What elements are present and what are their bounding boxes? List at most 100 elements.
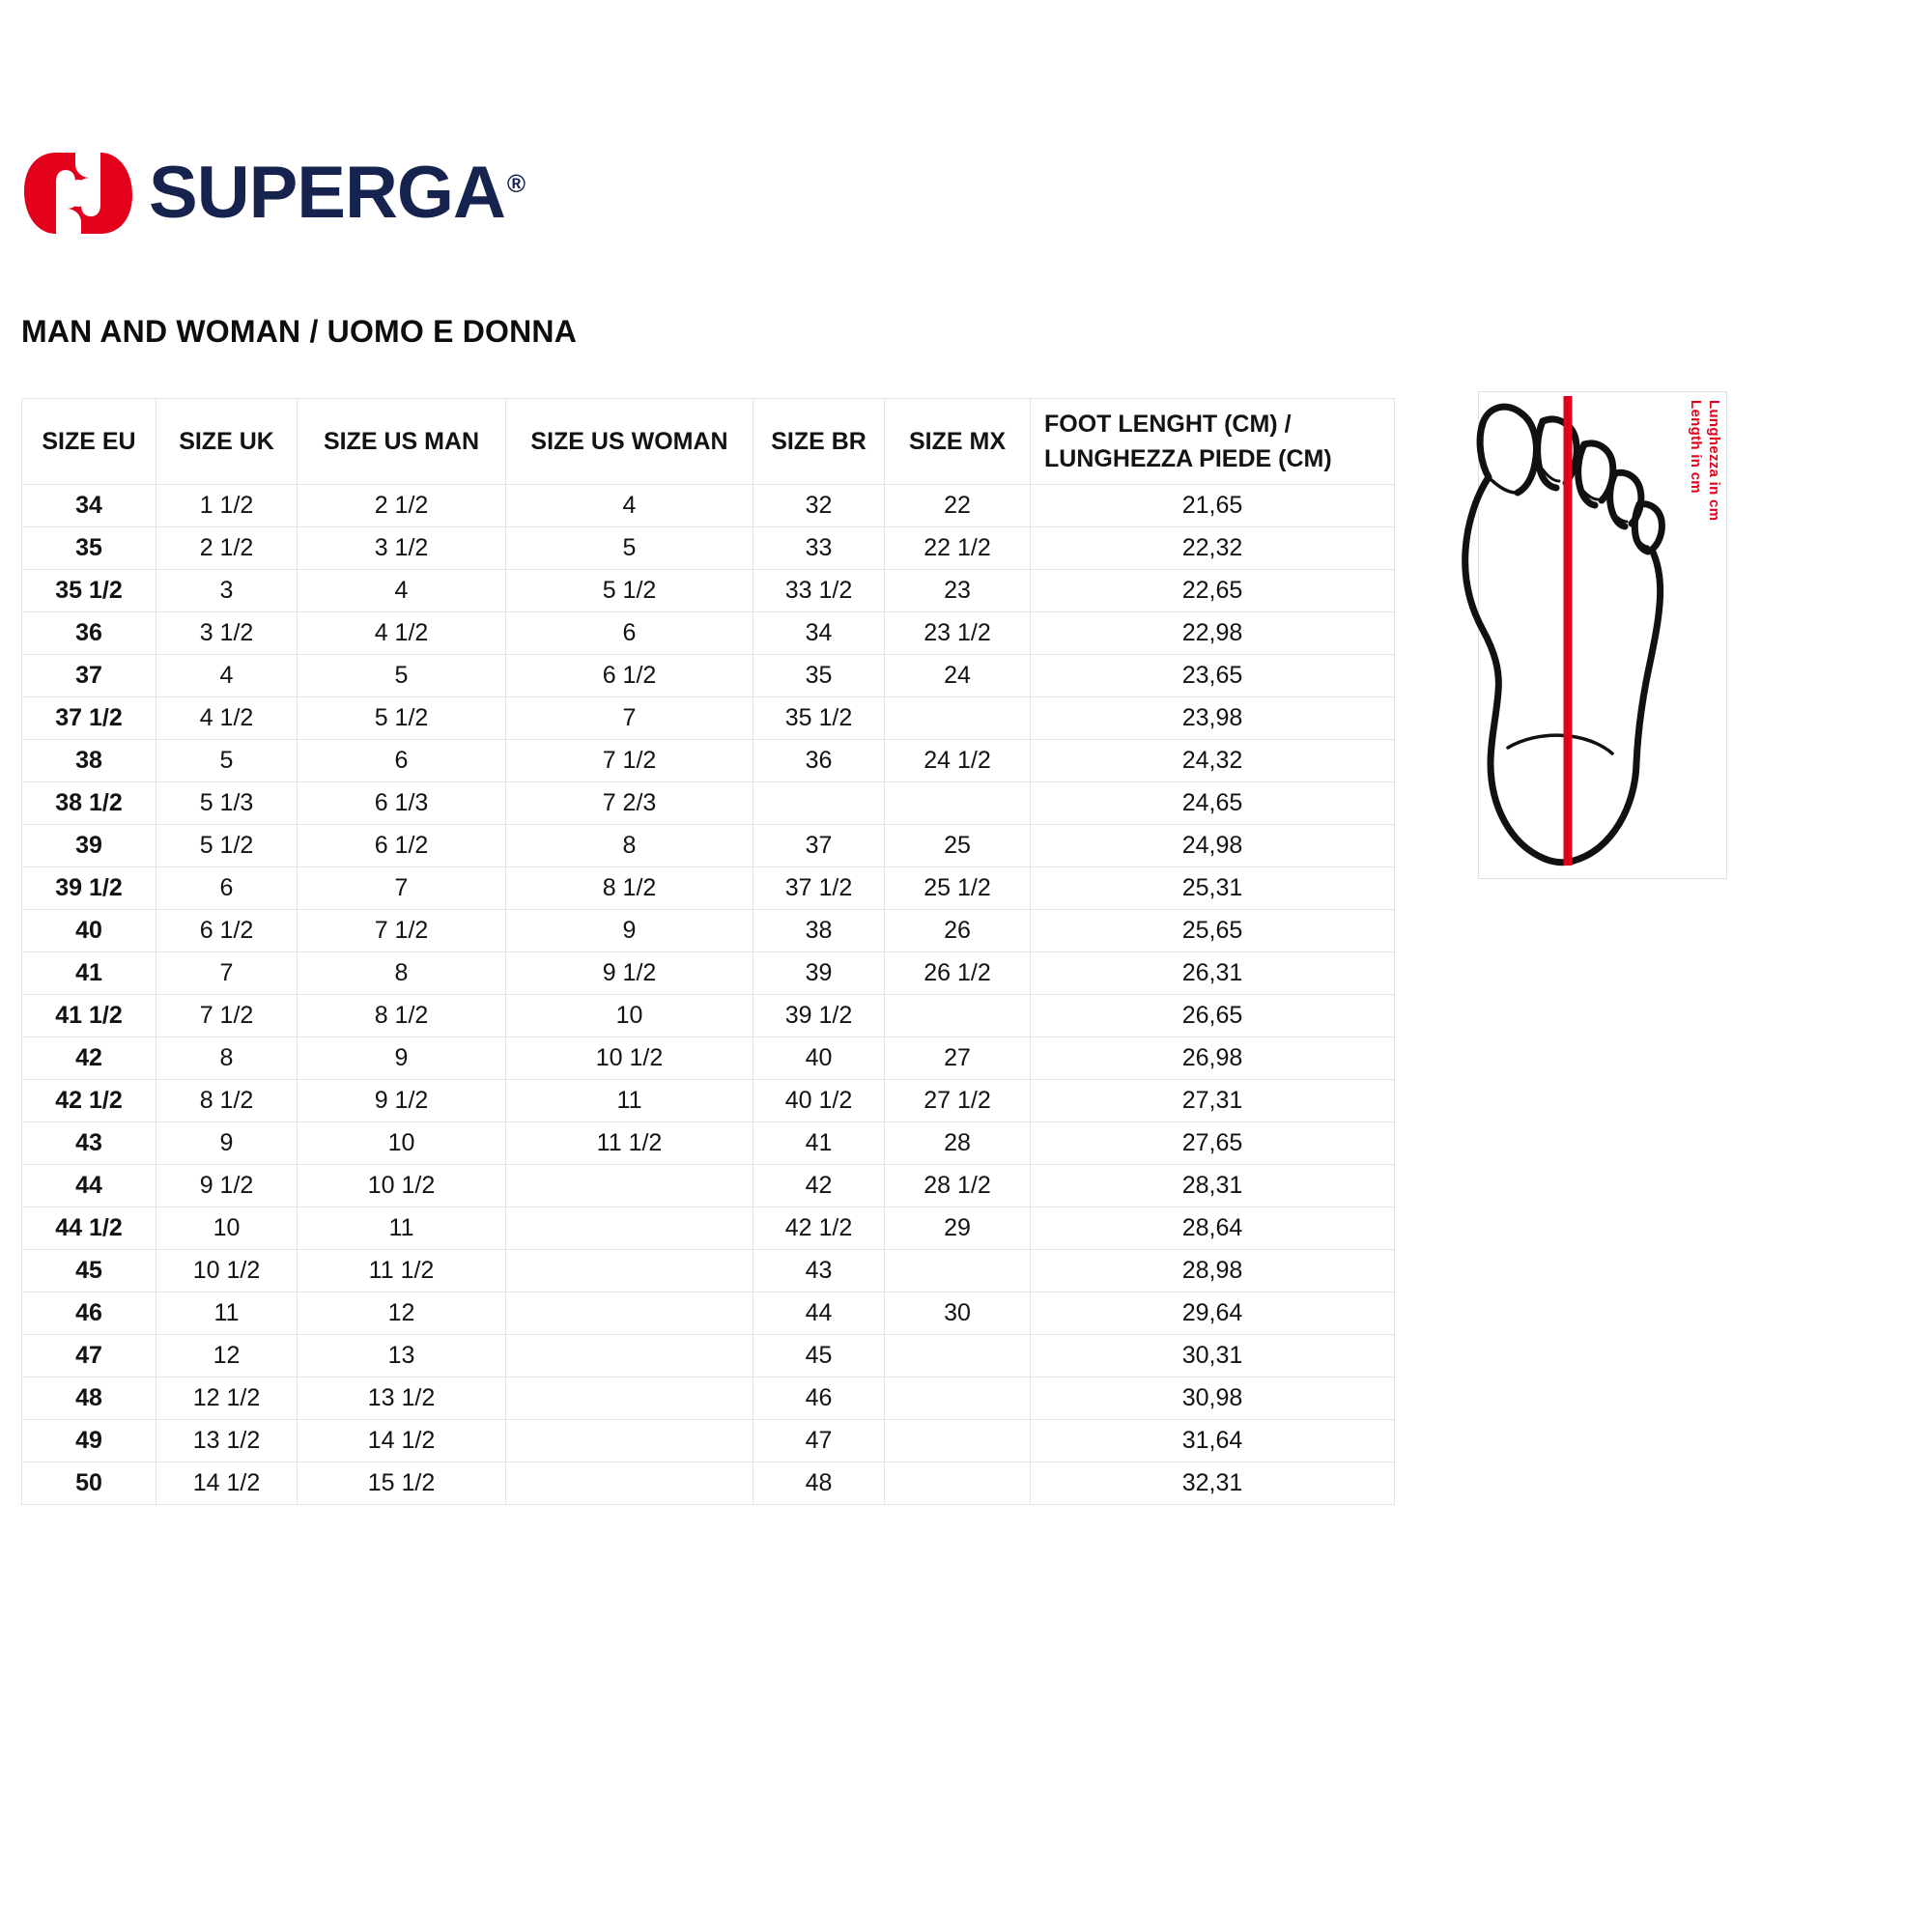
table-row: 41 1/2 7 1/2 8 1/2 10 39 1/2 26,65 (21, 994, 1395, 1037)
cell-size-mx: 27 1/2 (884, 1079, 1031, 1122)
cell-size-br: 33 (753, 526, 885, 570)
cell-size-br: 38 (753, 909, 885, 952)
cell-size-uk: 9 1/2 (156, 1164, 298, 1208)
cell-size-mx: 26 1/2 (884, 952, 1031, 995)
table-row: 50 14 1/2 15 1/2 48 32,31 (21, 1462, 1395, 1505)
brand-name-text: SUPERGA (149, 152, 506, 234)
table-row: 39 1/2 6 7 8 1/2 37 1/2 25 1/2 25,31 (21, 867, 1395, 910)
foot-length-header-line-2: LUNGHEZZA PIEDE (CM) (1044, 445, 1332, 472)
cell-size-uk: 12 1/2 (156, 1377, 298, 1420)
cell-size-us-woman (505, 1292, 753, 1335)
column-header-size-us-man: SIZE US MAN (297, 398, 506, 485)
cell-size-us-woman (505, 1334, 753, 1378)
table-header: SIZE EU SIZE UK SIZE US MAN SIZE US WOMA… (21, 398, 1395, 485)
column-header-size-eu: SIZE EU (21, 398, 156, 485)
cell-foot-length: 22,65 (1030, 569, 1395, 612)
cell-foot-length: 22,98 (1030, 611, 1395, 655)
cell-size-us-man: 6 (297, 739, 506, 782)
cell-size-br: 43 (753, 1249, 885, 1293)
cell-size-uk: 4 (156, 654, 298, 697)
cell-foot-length: 25,31 (1030, 867, 1395, 910)
cell-size-eu: 44 1/2 (21, 1207, 156, 1250)
table-row: 45 10 1/2 11 1/2 43 28,98 (21, 1249, 1395, 1293)
table-row: 38 5 6 7 1/2 36 24 1/2 24,32 (21, 739, 1395, 782)
cell-size-mx: 22 (884, 484, 1031, 527)
cell-size-us-man: 13 (297, 1334, 506, 1378)
cell-foot-length: 23,65 (1030, 654, 1395, 697)
cell-foot-length: 30,31 (1030, 1334, 1395, 1378)
legend-length-en: Length in cm (1688, 400, 1704, 494)
cell-size-uk: 10 (156, 1207, 298, 1250)
cell-foot-length: 26,31 (1030, 952, 1395, 995)
cell-size-us-man: 2 1/2 (297, 484, 506, 527)
cell-size-us-man: 5 (297, 654, 506, 697)
cell-size-mx: 30 (884, 1292, 1031, 1335)
cell-size-br: 48 (753, 1462, 885, 1505)
table-row: 44 9 1/2 10 1/2 42 28 1/2 28,31 (21, 1164, 1395, 1208)
cell-size-eu: 39 (21, 824, 156, 867)
table-row: 34 1 1/2 2 1/2 4 32 22 21,65 (21, 484, 1395, 527)
cell-size-uk: 6 1/2 (156, 909, 298, 952)
cell-size-eu: 49 (21, 1419, 156, 1463)
cell-size-us-woman: 10 1/2 (505, 1037, 753, 1080)
cell-size-br: 40 1/2 (753, 1079, 885, 1122)
cell-size-us-woman: 9 1/2 (505, 952, 753, 995)
cell-size-br: 42 (753, 1164, 885, 1208)
cell-size-uk: 10 1/2 (156, 1249, 298, 1293)
table-row: 46 11 12 44 30 29,64 (21, 1292, 1395, 1335)
cell-size-uk: 14 1/2 (156, 1462, 298, 1505)
cell-size-us-woman (505, 1249, 753, 1293)
cell-foot-length: 32,31 (1030, 1462, 1395, 1505)
cell-size-eu: 34 (21, 484, 156, 527)
cell-size-uk: 2 1/2 (156, 526, 298, 570)
cell-size-eu: 50 (21, 1462, 156, 1505)
cell-size-us-woman: 6 1/2 (505, 654, 753, 697)
table-row: 35 2 1/2 3 1/2 5 33 22 1/2 22,32 (21, 526, 1395, 570)
table-row: 49 13 1/2 14 1/2 47 31,64 (21, 1419, 1395, 1463)
cell-size-us-man: 7 (297, 867, 506, 910)
cell-foot-length: 28,64 (1030, 1207, 1395, 1250)
cell-size-mx: 28 1/2 (884, 1164, 1031, 1208)
cell-size-br (753, 781, 885, 825)
cell-size-us-woman: 11 (505, 1079, 753, 1122)
cell-size-eu: 45 (21, 1249, 156, 1293)
cell-foot-length: 22,32 (1030, 526, 1395, 570)
cell-size-us-woman (505, 1164, 753, 1208)
cell-size-us-woman: 7 1/2 (505, 739, 753, 782)
cell-size-uk: 3 1/2 (156, 611, 298, 655)
cell-foot-length: 27,65 (1030, 1122, 1395, 1165)
cell-foot-length: 21,65 (1030, 484, 1395, 527)
cell-size-br: 35 (753, 654, 885, 697)
cell-size-eu: 48 (21, 1377, 156, 1420)
cell-size-us-man: 11 (297, 1207, 506, 1250)
cell-size-eu: 47 (21, 1334, 156, 1378)
column-header-size-mx: SIZE MX (884, 398, 1031, 485)
cell-size-br: 32 (753, 484, 885, 527)
cell-size-mx: 25 (884, 824, 1031, 867)
cell-size-mx: 23 1/2 (884, 611, 1031, 655)
cell-size-eu: 36 (21, 611, 156, 655)
table-row: 48 12 1/2 13 1/2 46 30,98 (21, 1377, 1395, 1420)
table-row: 41 7 8 9 1/2 39 26 1/2 26,31 (21, 952, 1395, 995)
cell-size-br: 35 1/2 (753, 696, 885, 740)
cell-size-mx: 23 (884, 569, 1031, 612)
cell-size-us-man: 7 1/2 (297, 909, 506, 952)
cell-size-eu: 41 1/2 (21, 994, 156, 1037)
cell-size-us-man: 5 1/2 (297, 696, 506, 740)
column-header-size-us-woman: SIZE US WOMAN (505, 398, 753, 485)
legend-length-it: Lunghezza in cm (1706, 400, 1722, 522)
foot-length-header-line-1: FOOT LENGHT (CM) / (1044, 410, 1292, 438)
cell-size-us-man: 8 1/2 (297, 994, 506, 1037)
cell-size-mx (884, 1377, 1031, 1420)
cell-size-us-man: 6 1/2 (297, 824, 506, 867)
table-header-row: SIZE EU SIZE UK SIZE US MAN SIZE US WOMA… (21, 398, 1395, 485)
cell-size-us-man: 9 1/2 (297, 1079, 506, 1122)
cell-size-us-man: 10 1/2 (297, 1164, 506, 1208)
cell-size-eu: 46 (21, 1292, 156, 1335)
table-row: 38 1/2 5 1/3 6 1/3 7 2/3 24,65 (21, 781, 1395, 825)
cell-size-mx (884, 1334, 1031, 1378)
cell-foot-length: 24,98 (1030, 824, 1395, 867)
cell-size-us-woman: 11 1/2 (505, 1122, 753, 1165)
cell-size-uk: 12 (156, 1334, 298, 1378)
cell-size-eu: 39 1/2 (21, 867, 156, 910)
